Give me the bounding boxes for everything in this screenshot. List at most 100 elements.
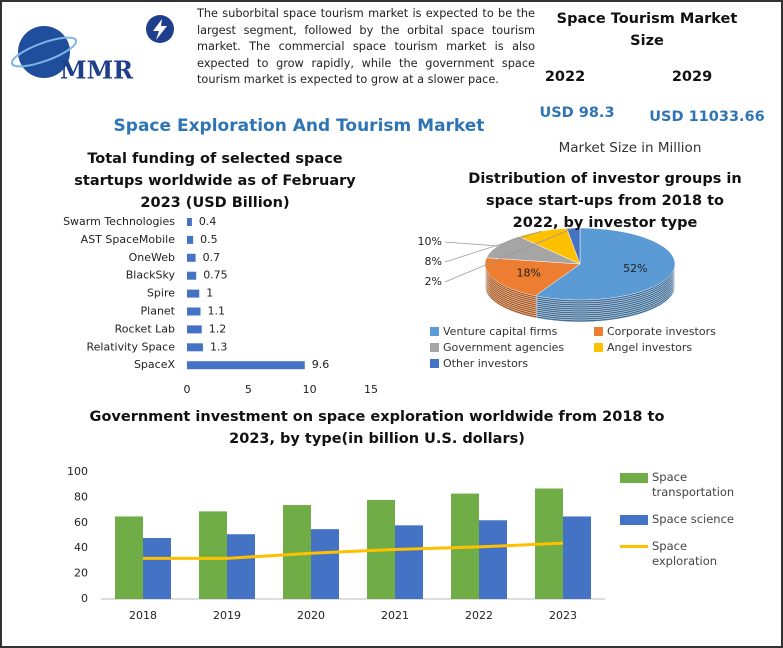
heading: Space Exploration And Tourism Market <box>113 116 485 136</box>
y-tick-label: 40 <box>74 541 88 554</box>
value-label: 1.1 <box>207 305 225 318</box>
legend-item: Space science <box>620 512 760 527</box>
market-year: 2022 <box>544 69 586 85</box>
y-tick-label: 60 <box>74 516 88 529</box>
chart-title: Total funding of selected space startups… <box>74 151 356 211</box>
bar <box>227 534 255 599</box>
data-label: 18% <box>517 266 541 279</box>
legend-item: Angel investors <box>594 341 740 354</box>
legend: Venture capital firms Corporate investors… <box>430 325 740 370</box>
logo-text: MMR <box>60 56 134 85</box>
market-year: 2029 <box>671 69 713 85</box>
bar <box>187 325 202 334</box>
chart-title: Government investment on space explorati… <box>89 409 665 447</box>
legend-swatch <box>594 327 603 336</box>
value-label: 1 <box>206 287 213 300</box>
legend-item: Corporate investors <box>594 325 740 338</box>
x-tick-label: 2018 <box>129 609 157 622</box>
legend-label: Other investors <box>443 357 529 370</box>
pie-slice <box>484 257 581 297</box>
data-label: 2% <box>425 275 442 288</box>
legend-swatch <box>620 515 648 525</box>
legend-swatch <box>620 473 648 483</box>
legend-swatch <box>430 359 439 368</box>
bar <box>187 307 201 316</box>
icon-bolt <box>153 19 167 40</box>
x-tick-label: 2019 <box>213 609 241 622</box>
market-value: USD 11033.66 <box>649 109 765 125</box>
y-tick-label: 100 <box>67 465 88 478</box>
pie-slice <box>486 236 581 265</box>
legend-label: Corporate investors <box>607 325 716 338</box>
legend-label: Space transportation <box>652 470 735 499</box>
legend-item: Space exploration <box>620 539 760 569</box>
bar <box>563 516 591 599</box>
x-tick-label: 2022 <box>465 609 493 622</box>
logo-orbit <box>10 36 78 68</box>
value-label: 1.3 <box>210 340 228 353</box>
value-label: 0.4 <box>199 215 217 228</box>
y-tick-label: 20 <box>74 567 88 580</box>
chart-title: Distribution of investor groups in space… <box>468 171 742 231</box>
line <box>143 541 564 560</box>
legend-swatch <box>430 343 439 352</box>
y-tick-label: Planet <box>141 305 176 318</box>
x-tick-label: 2023 <box>549 609 577 622</box>
legend-label: Government agencies <box>443 341 565 354</box>
leader-line <box>444 230 542 263</box>
bar <box>479 520 507 599</box>
data-label: 52% <box>623 262 647 275</box>
value-label: 0.7 <box>203 251 221 264</box>
legend: Space transportation Space science Space e… <box>620 470 760 581</box>
legend-label: Space exploration <box>652 539 718 568</box>
bar <box>311 529 339 599</box>
value-label: 0.75 <box>203 269 228 282</box>
legend-swatch <box>594 343 603 352</box>
legend-item: Venture capital firms <box>430 325 594 338</box>
y-tick-label: Swarm Technologies <box>63 215 175 228</box>
leader-line <box>444 227 574 283</box>
x-tick-label: 5 <box>245 383 252 396</box>
bar <box>143 538 171 599</box>
pie-slice <box>566 227 581 265</box>
x-tick-label: 0 <box>184 383 191 396</box>
market-title: Space Tourism Market Size <box>556 11 738 49</box>
bar <box>187 361 305 370</box>
bar <box>187 253 196 262</box>
y-tick-label: 0 <box>81 592 88 605</box>
bar <box>187 235 194 244</box>
legend-item: Government agencies <box>430 341 594 354</box>
data-label: 10% <box>418 235 442 248</box>
market-note: Market Size in Million <box>558 140 702 156</box>
pie-slice <box>534 227 676 301</box>
bar <box>199 511 227 599</box>
x-tick-label: 10 <box>303 383 317 396</box>
leader-line <box>444 241 498 247</box>
legend-label: Angel investors <box>607 341 693 354</box>
y-tick-label: BlackSky <box>126 269 176 282</box>
data-label: 8% <box>425 255 442 268</box>
bar <box>187 271 197 280</box>
y-tick-label: Relativity Space <box>87 340 176 353</box>
value-label: 0.5 <box>200 233 218 246</box>
market-value: USD 98.3 <box>539 105 615 121</box>
y-tick-label: AST SpaceMobile <box>81 233 176 246</box>
x-tick-label: 15 <box>364 383 378 396</box>
y-tick-label: OneWeb <box>129 251 175 264</box>
value-label: 1.2 <box>209 322 227 335</box>
x-tick-label: 2021 <box>381 609 409 622</box>
legend-label: Venture capital firms <box>443 325 558 338</box>
x-tick-label: 2020 <box>297 609 325 622</box>
y-tick-label: 80 <box>74 490 88 503</box>
bar <box>283 505 311 599</box>
bar <box>395 525 423 599</box>
legend-item: Other investors <box>430 357 594 370</box>
bar <box>187 343 203 352</box>
y-tick-label: Spire <box>147 287 175 300</box>
legend-swatch <box>430 327 439 336</box>
value-label: 9.6 <box>312 358 330 371</box>
legend-item: Space transportation <box>620 470 760 500</box>
legend-label: Space science <box>652 512 734 526</box>
